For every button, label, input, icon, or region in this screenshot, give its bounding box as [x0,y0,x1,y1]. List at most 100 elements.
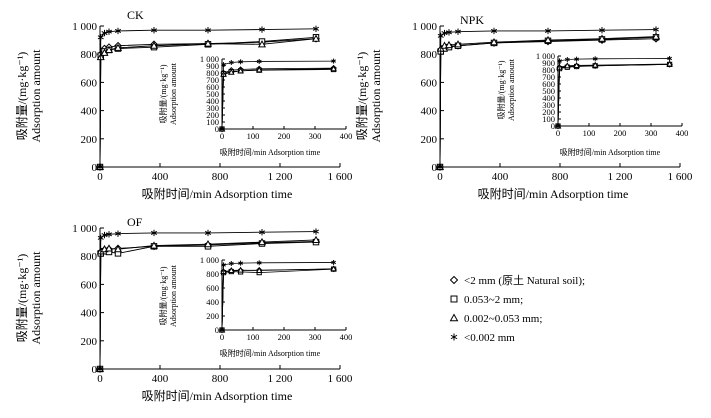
main-y-tick-label: 200 [421,134,438,146]
main-y-tick-label: 1 000 [72,21,97,33]
data-point-star [114,27,122,35]
main-x-tick-label: 400 [152,373,169,385]
inset-y-tick-label: 900 [542,58,555,68]
legend-square-icon [450,295,458,303]
inset-y-axis-title-en: Adsorption amount [169,62,178,125]
main-x-tick-label: 800 [552,171,569,183]
inset-data-point-star [557,58,562,64]
data-point-star [105,28,113,35]
data-point-star [258,229,266,236]
inset-x-tick-label: 200 [614,128,627,138]
main-y-tick-label: 600 [81,279,98,291]
inset-y-tick-label: 0 [551,121,555,131]
inset-series-line-star [557,58,670,127]
main-x-tick-label: 800 [212,373,229,385]
inset-y-tick-label: 800 [206,269,219,279]
main-y-tick-label: 400 [421,106,438,118]
inset-y-tick-label: 1 000 [200,255,219,265]
inset-y-tick-label: 800 [542,65,555,75]
legend-item-star: <0.002 mm [450,332,515,344]
inset-x-tick-label: 300 [309,131,322,141]
inset-y-tick-label: 0 [215,325,219,335]
inset-data-point-star [331,259,337,265]
inset-data-point-star [228,60,234,65]
inset-x-tick-label: 400 [340,332,353,342]
data-point-star [437,32,444,40]
inset-data-point-triangle [227,266,235,273]
y-axis-title-cn: 吸附量/(mg·kg⁻¹) [355,52,369,141]
inset-data-point-star [238,59,244,65]
main-x-tick-label: 1 600 [328,171,353,183]
inset-x-tick-label: 0 [556,128,560,138]
chart-panel-of: 0 400 800 1 200 1 600 0 200 400 600 800 1 000 OF 吸附时… [15,215,360,403]
inset-data-point-triangle [227,68,235,75]
inset-y-tick-label: 1 000 [200,54,219,64]
inset-y-tick-label: 300 [206,103,219,113]
main-x-tick-label: 1 200 [608,171,633,183]
main-x-tick-label: 1 600 [668,171,693,183]
inset-data-point-triangle [573,61,580,68]
data-point-triangle [311,34,321,42]
inset-y-tick-label: 500 [206,89,219,99]
y-axis-title-en: Adsorption amount [369,49,383,143]
data-point-star [96,365,104,373]
data-point-star [150,27,158,34]
data-point-triangle [104,244,114,252]
inset-y-tick-label: 300 [542,100,555,110]
inset-x-axis-title: 吸附时间/min Adsorption time [560,147,661,157]
data-point-star [258,26,266,33]
inset-data-point-star [667,55,673,61]
inset-data-point-star [221,62,226,68]
inset-data-point-triangle [666,60,673,67]
main-y-tick-label: 0 [92,364,98,376]
main-y-tick-label: 800 [421,49,438,61]
inset-series-line-star [221,60,334,130]
data-point-triangle [543,35,553,44]
inset-chart: 0 100 200 300 400010020030040050060070080090… [158,54,360,157]
legend-label: 0.002~0.053 mm; [464,313,542,325]
inset-data-point-triangle [563,62,571,69]
inset-x-tick-label: 100 [583,128,596,138]
inset-x-tick-label: 300 [309,332,322,342]
data-point-triangle [104,45,114,54]
legend-item-diamond: <2 mm (原土 Natural soil); [449,274,585,287]
inset-x-axis-title: 吸附时间/min Adsorption time [220,147,321,157]
data-point-star [652,26,660,33]
data-point-star [97,34,104,41]
inset-y-tick-label: 200 [206,110,219,120]
inset-y-tick-label: 200 [542,107,555,117]
data-point-star [105,231,113,238]
main-y-tick-label: 600 [81,77,98,89]
inset-y-axis-title-cn: 吸附量/(mg·kg⁻¹) [496,60,506,119]
y-axis-title-cn: 吸附量/(mg·kg⁻¹) [15,52,29,141]
data-point-triangle [453,40,463,48]
legend-item-square: 0.053~2 mm; [450,294,523,306]
data-point-star [312,25,320,33]
inset-data-point-star [221,262,226,268]
inset-chart: 0 100 200 300 400010020030040050060070080090… [496,51,696,157]
inset-x-tick-label: 200 [278,332,291,342]
x-axis-title: 吸附时间/min Adsorption time [142,389,293,403]
main-y-tick-label: 200 [81,134,98,146]
inset-data-point-star [256,260,262,266]
inset-x-tick-label: 200 [278,131,291,141]
y-axis-title-en: Adsorption amount [29,49,43,143]
data-point-star [445,29,453,36]
data-point-star [544,27,552,35]
main-x-tick-label: 0 [437,171,443,183]
main-x-tick-label: 800 [212,171,229,183]
main-x-tick-label: 0 [97,373,103,385]
inset-chart: 0 100 200 300 400 0 200 400 600 800 1 000 吸附时间/min … [158,255,360,358]
main-y-tick-label: 0 [432,162,438,174]
main-x-tick-label: 400 [152,171,169,183]
inset-data-point-triangle [255,66,263,73]
inset-y-tick-label: 0 [215,124,219,134]
main-y-tick-label: 1 000 [412,21,437,33]
data-point-triangle [203,239,213,248]
inset-x-tick-label: 100 [247,332,260,342]
x-axis-title: 吸附时间/min Adsorption time [142,187,293,201]
legend-diamond-icon [449,275,459,285]
main-y-tick-label: 800 [81,49,98,61]
main-x-tick-label: 1 600 [328,373,353,385]
inset-y-axis-title-en: Adsorption amount [169,264,178,327]
